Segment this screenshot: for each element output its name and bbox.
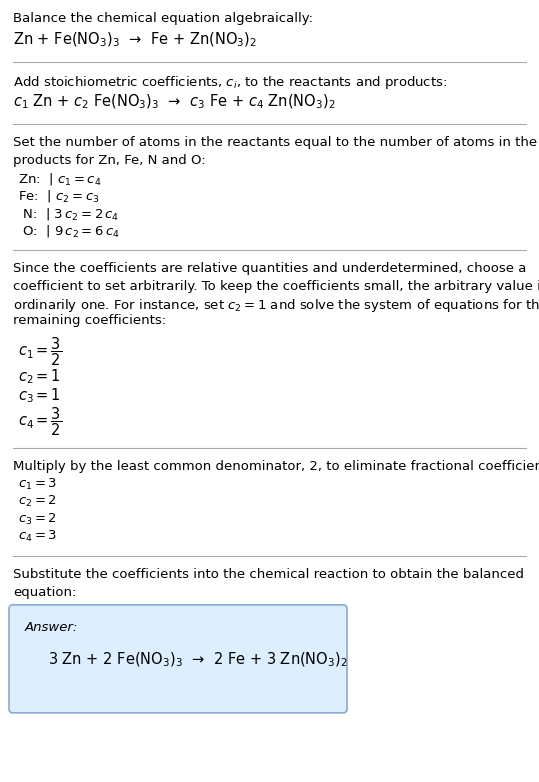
Text: Zn:  | $c_1 = c_4$: Zn: | $c_1 = c_4$ (18, 171, 101, 187)
Text: Multiply by the least common denominator, 2, to eliminate fractional coefficient: Multiply by the least common denominator… (13, 460, 539, 472)
Text: 3 Zn + 2 Fe(NO$_3$)$_3$  →  2 Fe + 3 Zn(NO$_3$)$_2$: 3 Zn + 2 Fe(NO$_3$)$_3$ → 2 Fe + 3 Zn(NO… (48, 651, 348, 669)
Text: coefficient to set arbitrarily. To keep the coefficients small, the arbitrary va: coefficient to set arbitrarily. To keep … (13, 280, 539, 292)
Text: Set the number of atoms in the reactants equal to the number of atoms in the: Set the number of atoms in the reactants… (13, 136, 537, 149)
Text: Since the coefficients are relative quantities and underdetermined, choose a: Since the coefficients are relative quan… (13, 262, 527, 275)
Text: products for Zn, Fe, N and O:: products for Zn, Fe, N and O: (13, 153, 205, 167)
Text: Zn + Fe(NO$_3$)$_3$  →  Fe + Zn(NO$_3$)$_2$: Zn + Fe(NO$_3$)$_3$ → Fe + Zn(NO$_3$)$_2… (13, 30, 257, 48)
Text: remaining coefficients:: remaining coefficients: (13, 314, 166, 327)
Text: $c_1 = 3$: $c_1 = 3$ (18, 477, 57, 492)
Text: equation:: equation: (13, 586, 77, 598)
Text: Add stoichiometric coefficients, $c_i$, to the reactants and products:: Add stoichiometric coefficients, $c_i$, … (13, 74, 447, 91)
Text: Substitute the coefficients into the chemical reaction to obtain the balanced: Substitute the coefficients into the che… (13, 569, 524, 581)
Text: $c_2 = 2$: $c_2 = 2$ (18, 494, 57, 509)
Text: $c_1$ Zn + $c_2$ Fe(NO$_3$)$_3$  →  $c_3$ Fe + $c_4$ Zn(NO$_3$)$_2$: $c_1$ Zn + $c_2$ Fe(NO$_3$)$_3$ → $c_3$ … (13, 92, 336, 111)
Text: Balance the chemical equation algebraically:: Balance the chemical equation algebraica… (13, 12, 313, 25)
Text: $c_4 = 3$: $c_4 = 3$ (18, 529, 57, 544)
Text: Answer:: Answer: (25, 621, 78, 634)
Text: $c_4 = \dfrac{3}{2}$: $c_4 = \dfrac{3}{2}$ (18, 406, 63, 438)
Text: $c_2 = 1$: $c_2 = 1$ (18, 368, 61, 386)
Text: N:  | $3\,c_2 = 2\,c_4$: N: | $3\,c_2 = 2\,c_4$ (18, 206, 119, 221)
FancyBboxPatch shape (9, 604, 347, 713)
Text: $c_3 = 2$: $c_3 = 2$ (18, 511, 57, 526)
Text: Fe:  | $c_2 = c_3$: Fe: | $c_2 = c_3$ (18, 188, 100, 204)
Text: $c_1 = \dfrac{3}{2}$: $c_1 = \dfrac{3}{2}$ (18, 335, 63, 368)
Text: O:  | $9\,c_2 = 6\,c_4$: O: | $9\,c_2 = 6\,c_4$ (18, 223, 120, 239)
Text: $c_3 = 1$: $c_3 = 1$ (18, 386, 61, 405)
Text: ordinarily one. For instance, set $c_2 = 1$ and solve the system of equations fo: ordinarily one. For instance, set $c_2 =… (13, 297, 539, 314)
